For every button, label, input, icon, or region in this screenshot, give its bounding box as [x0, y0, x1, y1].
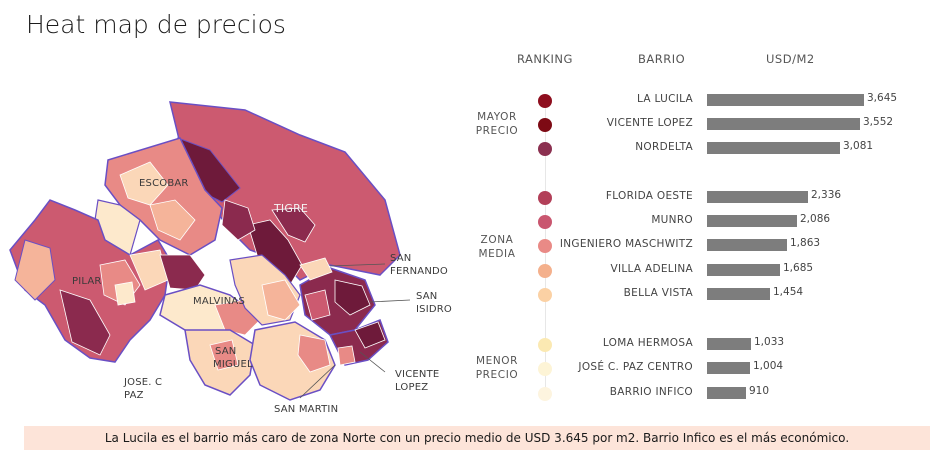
header-ranking: RANKING: [517, 52, 573, 66]
rank-dot: [538, 215, 552, 229]
barrio-label: BARRIO INFICO: [609, 386, 693, 398]
group-label-menor-line1: MENOR: [475, 355, 519, 367]
rank-dot: [538, 94, 552, 108]
rank-dot: [538, 387, 552, 401]
barrio-label: BELLA VISTA: [623, 287, 693, 299]
group-label-mayor-line1: MAYOR: [477, 111, 517, 123]
group-label-media-line2: MEDIA: [478, 248, 516, 260]
map-label-jose-c-paz-1: JOSE. C: [124, 377, 163, 388]
map-label-jose-c-paz-2: PAZ: [124, 390, 144, 401]
barrio-label: INGENIERO MASCHWITZ: [559, 238, 693, 250]
price-value-label: 910: [749, 385, 770, 397]
map-label-vicente-lopez-1: VICENTE: [395, 369, 440, 380]
barrio-label: NORDELTA: [635, 141, 693, 153]
price-value-label: 2,336: [811, 189, 842, 201]
rank-dot: [538, 264, 552, 278]
map-label-vicente-lopez-2: LOPEZ: [395, 382, 429, 393]
barrio-label: LA LUCILA: [636, 93, 693, 105]
group-label-menor: MENOR PRECIO: [462, 354, 532, 382]
map-label-san-isidro-2: ISIDRO: [416, 304, 452, 315]
header-usd: USD/M2: [766, 52, 815, 66]
price-bar: [707, 118, 860, 130]
price-bar: [707, 94, 864, 106]
group-label-menor-line2: PRECIO: [475, 369, 519, 381]
map-label-san-fernando-2: FERNANDO: [390, 266, 448, 277]
price-value-label: 1,004: [753, 360, 784, 372]
price-bar: [707, 387, 746, 399]
rank-dot: [538, 142, 552, 156]
map-label-san-isidro-1: SAN: [416, 291, 438, 302]
group-label-media: ZONA MEDIA: [462, 233, 532, 261]
barrio-label: JOSÉ C. PAZ CENTRO: [578, 361, 693, 373]
barrio-label: LOMA HERMOSA: [602, 337, 693, 349]
map-label-escobar: ESCOBAR: [139, 178, 189, 189]
map-label-tigre: TIGRE: [274, 202, 309, 215]
group-label-mayor: MAYOR PRECIO: [462, 110, 532, 138]
rank-dot: [538, 338, 552, 352]
price-bar: [707, 215, 797, 227]
rank-dot: [538, 118, 552, 132]
price-bar: [707, 239, 787, 251]
price-bar: [707, 264, 780, 276]
price-bar: [707, 362, 750, 374]
price-value-label: 2,086: [800, 213, 831, 225]
map-label-pilar: PILAR: [72, 276, 102, 287]
barrio-label: FLORIDA OESTE: [605, 190, 693, 202]
price-value-label: 3,552: [863, 116, 894, 128]
price-value-label: 3,081: [843, 140, 874, 152]
map-label-san-miguel-2: MIGUEL: [213, 359, 253, 370]
map-label-malvinas: MALVINAS: [193, 296, 246, 307]
barrio-label: VICENTE LOPEZ: [606, 117, 693, 129]
barrio-label: MUNRO: [651, 214, 693, 226]
rank-dot: [538, 191, 552, 205]
map-label-san-miguel-1: SAN: [215, 346, 237, 357]
price-value-label: 1,863: [790, 237, 821, 249]
price-bar: [707, 288, 770, 300]
barrio-label: VILLA ADELINA: [610, 263, 693, 275]
rank-dot: [538, 239, 552, 253]
group-label-mayor-line2: PRECIO: [475, 125, 519, 137]
price-value-label: 1,454: [773, 286, 804, 298]
price-bar: [707, 191, 808, 203]
price-bar: [707, 338, 751, 350]
rank-dot: [538, 362, 552, 376]
page-title: Heat map de precios: [26, 10, 286, 39]
footer-note: La Lucila es el barrio más caro de zona …: [24, 426, 930, 450]
map-label-san-fernando-1: SAN: [390, 253, 412, 264]
group-label-media-line1: ZONA: [480, 234, 514, 246]
price-value-label: 1,033: [754, 336, 785, 348]
rank-dot: [538, 288, 552, 302]
price-value-label: 3,645: [867, 92, 898, 104]
price-value-label: 1,685: [783, 262, 814, 274]
map-label-san-martin: SAN MARTIN: [274, 404, 339, 415]
heat-map: [9, 101, 411, 401]
header-barrio: BARRIO: [638, 52, 686, 66]
price-bar: [707, 142, 840, 154]
